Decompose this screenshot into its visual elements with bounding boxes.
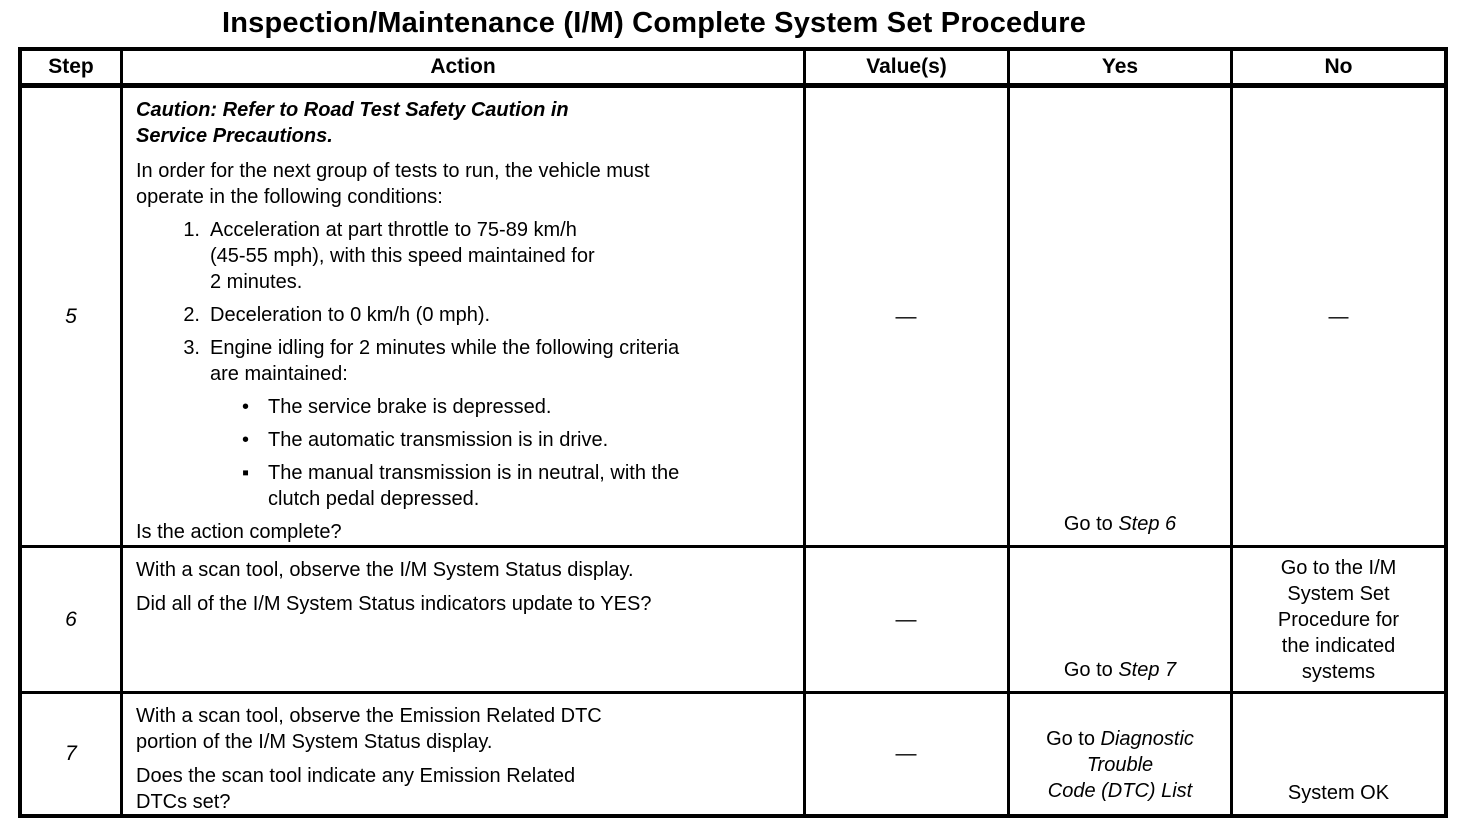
bullet-icon: • (242, 396, 250, 418)
no-cell-step5: — (1230, 85, 1444, 545)
goto-text: Go to Step 7 (1063, 659, 1177, 681)
yes-cell-step5: Go to Step 6 (1007, 85, 1230, 545)
no-cell-step6: Go to the I/M System Set Procedure for t… (1230, 545, 1444, 691)
value-cell-step7: — (803, 691, 1007, 814)
step-number-7: 7 (22, 691, 120, 814)
value-cell-step5: — (803, 85, 1007, 545)
step-number-6: 6 (22, 545, 120, 691)
action-paragraph: With a scan tool, observe the Emission R… (136, 705, 602, 753)
action-question: Is the action complete? (136, 521, 342, 543)
bullet-item: • The automatic transmission is in drive… (242, 427, 793, 453)
bullet-text: The service brake is depressed. (268, 396, 552, 418)
goto-text: Go to Diagnostic Trouble Code (DTC) List (1046, 728, 1194, 802)
value-cell-step6: — (803, 545, 1007, 691)
item-number: 3. (183, 337, 200, 359)
no-text: System OK (1287, 782, 1390, 804)
no-text: Go to the I/M System Set Procedure for t… (1277, 556, 1400, 683)
action-paragraph: Did all of the I/M System Status indicat… (136, 593, 652, 615)
page-title: Inspection/Maintenance (I/M) Complete Sy… (221, 7, 1087, 39)
procedure-table: Step Action Value(s) Yes No 5 Caution: R… (18, 47, 1448, 818)
action-cell-step6: With a scan tool, observe the I/M System… (120, 545, 803, 691)
bullet-icon: ▪ (242, 462, 250, 484)
yes-cell-step6: Go to Step 7 (1007, 545, 1230, 691)
goto-text: Go to Step 6 (1063, 513, 1177, 535)
no-text: — (1328, 305, 1349, 328)
step-number-5: 5 (22, 85, 120, 545)
column-header-yes: Yes (1007, 51, 1230, 85)
column-header-action: Action (120, 51, 803, 85)
bullet-icon: • (242, 429, 250, 451)
action-paragraph: With a scan tool, observe the I/M System… (136, 559, 634, 581)
numbered-item: 3. Engine idling for 2 minutes while the… (176, 335, 793, 387)
action-intro: In order for the next group of tests to … (136, 160, 650, 208)
item-number: 2. (183, 304, 200, 326)
column-header-values: Value(s) (803, 51, 1007, 85)
item-text: Deceleration to 0 km/h (0 mph). (210, 304, 491, 326)
yes-cell-step7: Go to Diagnostic Trouble Code (DTC) List (1007, 691, 1230, 814)
action-cell-step7: With a scan tool, observe the Emission R… (120, 691, 803, 814)
action-paragraph: Does the scan tool indicate any Emission… (136, 765, 576, 813)
bullet-item: ▪ The manual transmission is in neutral,… (242, 460, 793, 512)
item-text: Acceleration at part throttle to 75-89 k… (210, 219, 595, 293)
bullet-text: The manual transmission is in neutral, w… (268, 462, 680, 510)
item-number: 1. (183, 219, 200, 241)
column-header-no: No (1230, 51, 1444, 85)
action-cell-step5: Caution: Refer to Road Test Safety Cauti… (120, 85, 803, 545)
numbered-item: 2. Deceleration to 0 km/h (0 mph). (176, 302, 793, 328)
item-text: Engine idling for 2 minutes while the fo… (210, 337, 680, 385)
no-cell-step7: System OK (1230, 691, 1444, 814)
numbered-item: 1. Acceleration at part throttle to 75-8… (176, 217, 793, 295)
caution-text: Caution: Refer to Road Test Safety Cauti… (136, 99, 569, 147)
bullet-text: The automatic transmission is in drive. (268, 429, 609, 451)
column-header-step: Step (22, 51, 120, 85)
bullet-item: • The service brake is depressed. (242, 394, 793, 420)
